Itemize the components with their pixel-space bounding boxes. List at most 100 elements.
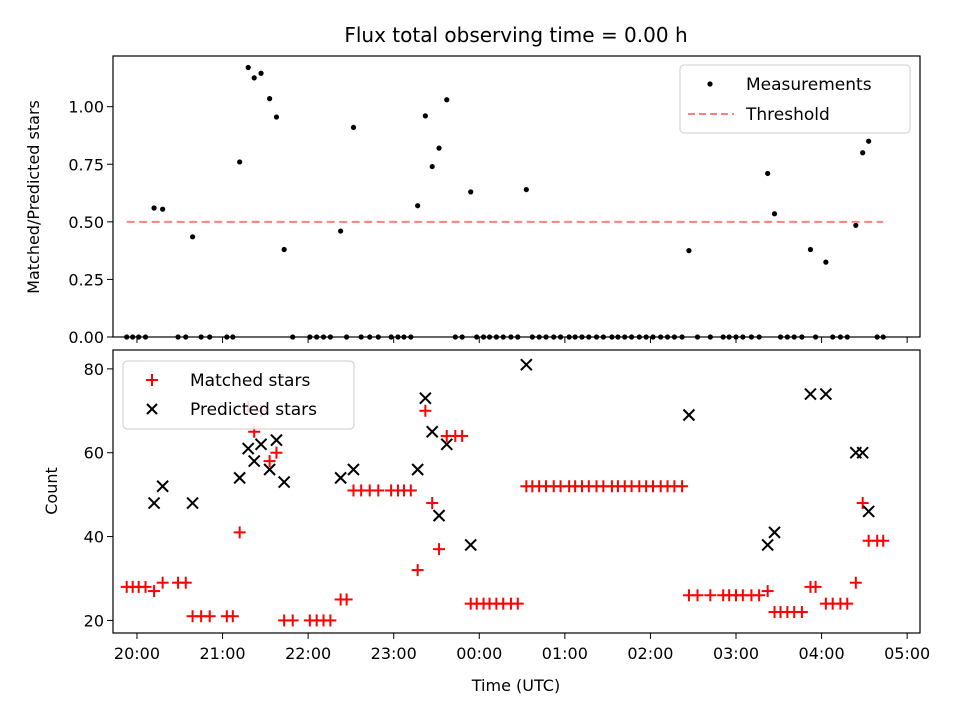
predicted-star-point (147, 496, 161, 510)
legend-measurements-marker (707, 81, 713, 87)
measurement-point (237, 159, 243, 165)
predicted-star-point (419, 392, 432, 405)
predicted-star-point (768, 526, 781, 539)
measurement-point (245, 64, 251, 71)
bottom-legend-box (122, 360, 355, 430)
predicted-star-point (247, 454, 261, 468)
measurement-point (267, 96, 273, 102)
measurement-point (422, 113, 428, 119)
predicted-star-point (277, 475, 291, 489)
predicted-star-point (233, 471, 246, 485)
matched-star-point (795, 606, 808, 619)
measurement-point (771, 211, 778, 217)
measurement-point (338, 228, 344, 234)
measurement-point (189, 234, 196, 240)
predicted-star-point (411, 463, 424, 476)
measurement-point (151, 205, 157, 211)
top-y-tick-label: 0.00 (68, 328, 104, 347)
matched-star-point (809, 580, 822, 593)
matched-star-point (270, 446, 283, 459)
x-tick-label: 01:00 (542, 644, 588, 663)
matched-star-point (226, 610, 239, 623)
x-tick-label: 03:00 (713, 644, 759, 663)
matched-star-point (179, 576, 192, 589)
matched-star-point (372, 484, 385, 497)
predicted-star-point (186, 496, 199, 510)
predicted-star-point (440, 438, 453, 451)
top-y-axis-label: Matched/Predicted stars (24, 100, 43, 294)
measurement-point (415, 203, 421, 209)
measurement-point (765, 170, 771, 177)
matched-star-point (426, 497, 439, 510)
measurement-point (436, 145, 442, 151)
predicted-star-point (347, 463, 360, 476)
x-tick-label: 05:00 (884, 644, 930, 663)
measurement-point (866, 138, 872, 144)
measurement-point (273, 114, 280, 120)
predicted-star-point (254, 438, 268, 451)
matched-star-point (411, 564, 424, 577)
measurement-point (429, 163, 435, 170)
x-axis-label: Time (UTC) (471, 676, 560, 695)
measurement-point (444, 97, 450, 103)
matched-star-point (156, 576, 169, 589)
matched-star-point (286, 614, 299, 627)
measurement-point (281, 246, 287, 253)
predicted-star-point (464, 538, 477, 552)
matched-star-point (419, 404, 432, 417)
bottom-axes-frame (112, 349, 921, 634)
matched-star-point (233, 526, 246, 539)
legend-matched-label: Matched stars (190, 371, 310, 391)
matched-star-point (340, 593, 353, 606)
bottom-legend: Matched stars Predicted stars (122, 360, 355, 430)
matched-star-point (761, 585, 774, 598)
matched-star-point (433, 543, 446, 556)
legend-predicted-label: Predicted stars (190, 400, 317, 420)
bottom-y-tick-label: 80 (84, 360, 104, 379)
predicted-star-point (425, 425, 439, 438)
matched-star-point (456, 429, 469, 442)
predicted-star-point (270, 433, 283, 447)
matched-star-point (263, 455, 276, 468)
measurement-point (523, 186, 529, 193)
matched-star-point (704, 589, 717, 602)
matched-star-point (324, 614, 337, 627)
measurement-point (251, 75, 257, 81)
top-axes-frame (112, 55, 921, 338)
predicted-star-point (819, 387, 833, 401)
top-legend: Measurements Threshold (679, 64, 911, 134)
predicted-star-point (761, 538, 774, 552)
predicted-star-point (334, 471, 347, 485)
measurement-point (860, 150, 866, 156)
matched-star-point (511, 597, 524, 610)
bottom-y-tick-label: 40 (84, 528, 104, 547)
matched-star-point (676, 480, 689, 493)
predicted-star-point (242, 442, 255, 455)
matched-star-point (148, 585, 161, 598)
top-y-tick-label: 0.25 (68, 270, 104, 289)
matched-star-point (753, 589, 766, 602)
bottom-plot-area: 20 40 60 80 20:00 21:00 22:00 23:00 00:00 01:00 02… (84, 358, 930, 663)
matched-star-point (139, 580, 152, 593)
top-legend-box (679, 64, 911, 134)
x-tick-label: 22:00 (285, 644, 331, 663)
top-y-tick-label: 1.00 (68, 98, 104, 117)
top-y-tick-label: 0.75 (68, 155, 104, 174)
predicted-star-point (156, 480, 169, 493)
x-tick-label: 20:00 (114, 644, 160, 663)
measurement-point (807, 246, 814, 253)
measurement-point (350, 124, 357, 131)
legend-matched-marker (146, 374, 158, 386)
matched-star-point (404, 484, 417, 497)
predicted-star-point (432, 509, 446, 522)
x-tick-label: 23:00 (371, 644, 417, 663)
matched-star-point (203, 610, 216, 623)
legend-measurements-label: Measurements (746, 75, 872, 95)
measurement-point (686, 248, 692, 254)
measurement-point (160, 206, 166, 212)
predicted-star-point (862, 505, 875, 518)
legend-threshold-label: Threshold (745, 105, 830, 125)
predicted-star-point (682, 408, 696, 422)
predicted-star-point (263, 463, 276, 476)
